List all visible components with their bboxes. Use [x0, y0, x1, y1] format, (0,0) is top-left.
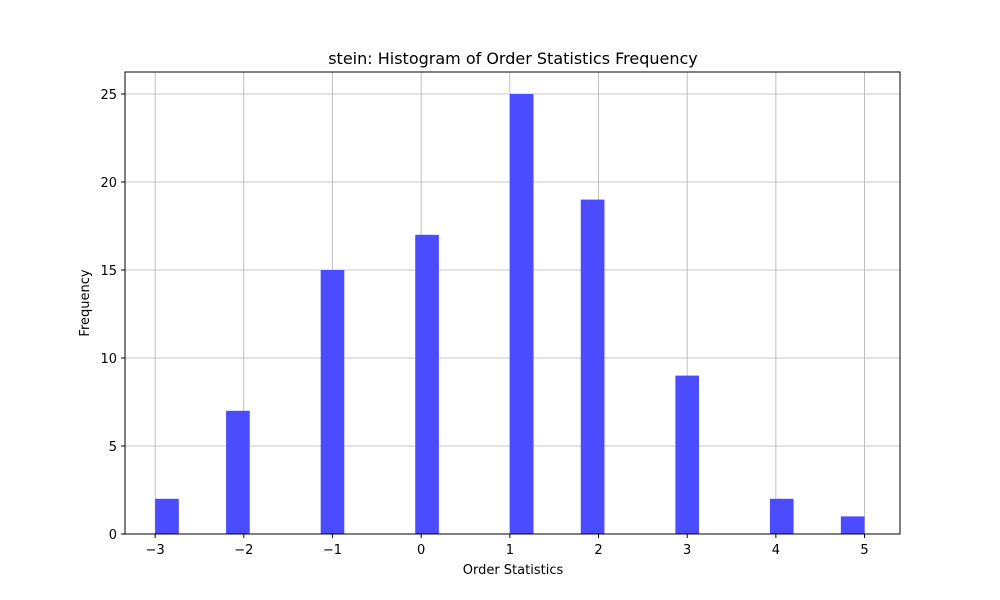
y-tick-label: 20: [100, 176, 117, 191]
histogram-bar: [155, 498, 179, 534]
y-tick-label: 0: [109, 528, 117, 543]
histogram-bar: [580, 199, 605, 534]
histogram-bar: [769, 498, 794, 534]
y-axis-ticks: 0 5 10 15 20 25: [100, 88, 125, 543]
x-tick-label: 2: [594, 543, 602, 558]
histogram-bar: [509, 94, 534, 534]
chart-title: stein: Histogram of Order Statistics Fre…: [328, 49, 698, 68]
plot-frame: [124, 71, 901, 535]
y-tick-label: 25: [100, 88, 117, 103]
y-tick-label: 5: [109, 440, 117, 455]
x-tick-label: 5: [860, 543, 868, 558]
x-tick-label: −3: [146, 543, 165, 558]
y-tick-label: 10: [100, 352, 117, 367]
x-tick-label: 3: [683, 543, 691, 558]
x-axis-ticks: −3 −2 −1 0 1 2 3 4 5: [146, 534, 869, 558]
x-tick-label: 4: [772, 543, 780, 558]
x-tick-label: 0: [417, 543, 425, 558]
histogram-bar: [675, 375, 699, 534]
histogram-bar: [415, 234, 439, 535]
histogram-bar: [840, 516, 865, 534]
x-axis-label: Order Statistics: [463, 563, 564, 578]
y-tick-label: 15: [100, 264, 117, 279]
histogram-bar: [320, 270, 345, 534]
bars-group: [155, 94, 865, 535]
y-axis-label: Frequency: [78, 269, 93, 336]
x-tick-label: −1: [323, 543, 342, 558]
x-tick-label: 1: [506, 543, 514, 558]
histogram-bar: [226, 410, 250, 534]
x-tick-label: −2: [234, 543, 253, 558]
